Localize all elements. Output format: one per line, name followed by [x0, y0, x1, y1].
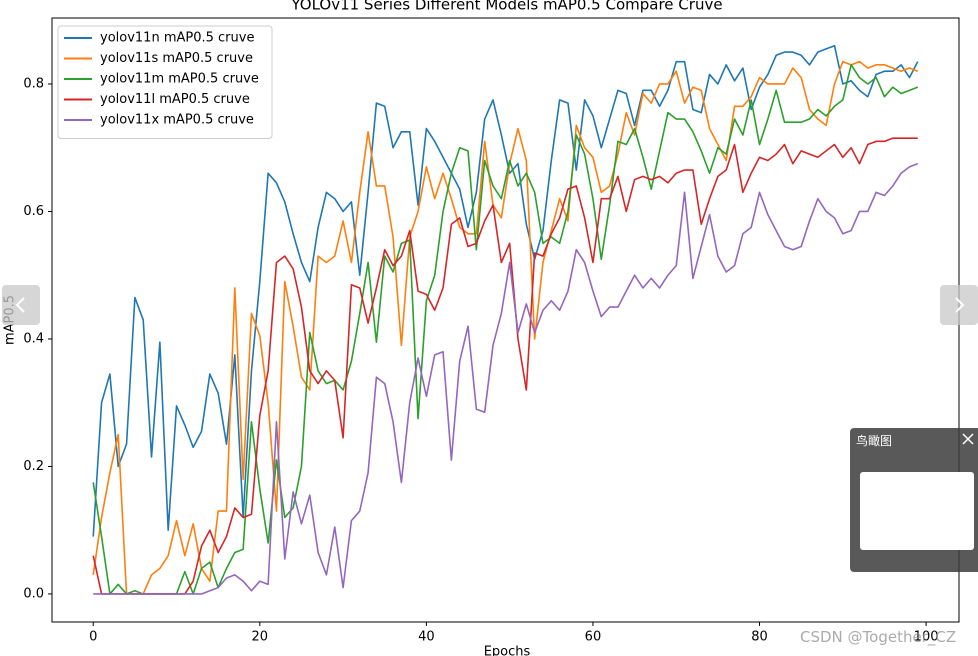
series-line — [92, 60, 919, 595]
minimap: 鸟瞰图 — [850, 428, 978, 572]
x-tick-label: 0 — [89, 630, 97, 645]
minimap-close[interactable] — [962, 433, 974, 445]
y-tick-label: 0.6 — [23, 204, 44, 219]
y-tick-label: 0.0 — [23, 586, 44, 601]
series-line — [92, 64, 919, 595]
next-button[interactable] — [940, 285, 978, 325]
minimap-thumbnail[interactable] — [860, 472, 974, 550]
y-tick-label: 0.2 — [23, 459, 44, 474]
minimap-title: 鸟瞰图 — [856, 434, 893, 448]
x-tick-label: 40 — [418, 630, 435, 645]
x-tick-label: 20 — [252, 630, 269, 645]
x-tick-label: 100 — [914, 630, 939, 645]
x-tick-label: 60 — [585, 630, 602, 645]
legend-label: yolov11s mAP0.5 cruve — [100, 51, 253, 66]
chart-title: YOLOv11 Series Different Models mAP0.5 C… — [290, 0, 722, 14]
legend-box — [57, 25, 273, 139]
prev-icon — [15, 297, 25, 313]
x-tick-label: 80 — [751, 630, 768, 645]
next-icon — [955, 297, 965, 313]
y-tick-label: 0.8 — [23, 76, 44, 91]
series-line — [92, 137, 918, 595]
legend-label: yolov11l mAP0.5 cruve — [100, 92, 250, 107]
legend-label: yolov11n mAP0.5 cruve — [100, 31, 254, 46]
watermark: CSDN @Together_CZ — [800, 628, 957, 646]
series-line — [93, 162, 919, 595]
y-tick-label: 0.4 — [23, 331, 44, 346]
legend-label: yolov11m mAP0.5 cruve — [100, 72, 259, 87]
legend-label: yolov11x mAP0.5 cruve — [100, 113, 254, 128]
prev-button[interactable] — [2, 285, 40, 325]
x-axis-label: Epochs — [484, 645, 531, 656]
